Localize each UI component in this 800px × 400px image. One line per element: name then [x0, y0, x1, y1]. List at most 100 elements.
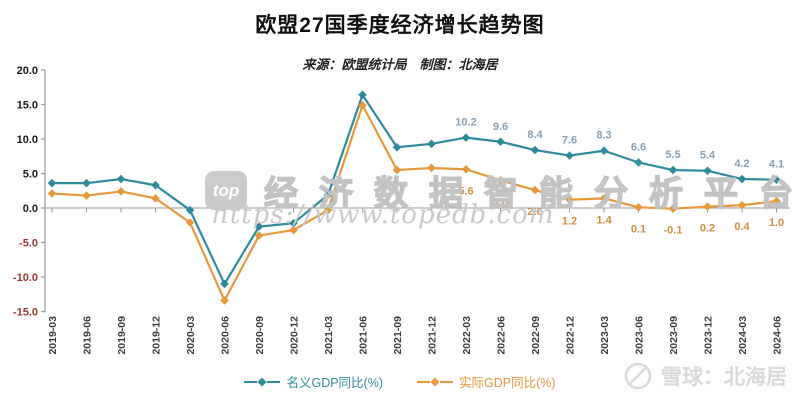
nominal-gdp-legend-label: 名义GDP同比(%)	[286, 376, 383, 390]
legend-item-nominal-gdp[interactable]: 名义GDP同比(%)	[244, 372, 383, 391]
data-point-marker	[461, 165, 471, 174]
data-point-marker	[289, 225, 298, 235]
data-point-label: 8.3	[596, 130, 611, 142]
data-point-marker	[392, 165, 402, 175]
data-point-marker	[668, 204, 678, 213]
data-point-label: 1.4	[596, 214, 612, 226]
data-point-marker	[461, 133, 471, 142]
data-point-marker	[185, 218, 195, 227]
x-tick-label: 2021-06	[358, 316, 370, 355]
data-point-marker	[116, 174, 126, 184]
y-tick-label: 10.0	[17, 134, 38, 146]
data-point-label: 4.1	[769, 159, 784, 171]
data-point-label: 7.6	[562, 135, 577, 147]
data-point-marker	[634, 203, 643, 212]
data-point-marker	[358, 90, 367, 100]
data-point-label: 5.5	[665, 149, 680, 161]
data-point-marker	[496, 176, 505, 185]
data-point-label: 4.2	[734, 158, 749, 170]
data-point-marker	[634, 158, 643, 167]
x-tick-label: 2019-06	[82, 316, 94, 355]
y-axis: 20.0 15.0 10.0 5.0 0.0 -5.0 -10.0 -15.0	[13, 65, 46, 318]
x-tick-label: 2024-03	[737, 316, 749, 355]
real-gdp-legend-label: 实际GDP同比(%)	[459, 376, 556, 390]
data-point-label: 0.4	[734, 221, 750, 233]
data-point-marker	[116, 187, 126, 196]
x-tick-label: 2020-12	[289, 316, 301, 355]
data-point-marker	[220, 296, 229, 305]
x-tick-label: 2019-12	[151, 316, 163, 355]
series-line	[52, 93, 777, 285]
data-point-marker	[496, 137, 505, 147]
x-tick-label: 2020-06	[220, 316, 232, 355]
data-point-marker	[47, 189, 57, 198]
x-tick-label: 2022-06	[496, 316, 508, 355]
data-point-marker	[427, 139, 436, 149]
legend: 名义GDP同比(%) 实际GDP同比(%)	[0, 372, 800, 391]
data-point-marker	[599, 146, 609, 156]
data-point-label: -0.1	[664, 225, 683, 237]
data-point-label: 2.6	[527, 206, 542, 218]
data-point-label: 0.1	[631, 223, 646, 235]
y-tick-label: 20.0	[17, 65, 38, 77]
data-point-label: 10.2	[455, 117, 476, 129]
xueqiu-logo-icon	[624, 362, 652, 390]
data-point-label: 6.6	[631, 141, 646, 153]
chart-title: 欧盟27国季度经济增长趋势图	[255, 14, 545, 37]
y-tick-label: 15.0	[17, 99, 38, 111]
data-point-marker	[185, 205, 195, 215]
x-tick-label: 2022-12	[565, 316, 577, 355]
data-point-label: 1.2	[562, 216, 577, 228]
nominal-gdp-legend-marker-icon	[244, 376, 281, 387]
y-tick-label: -5.0	[19, 237, 38, 249]
data-point-marker	[82, 191, 91, 200]
data-point-marker	[737, 174, 747, 184]
x-tick-label: 2022-03	[461, 316, 473, 355]
x-tick-label: 2021-03	[323, 316, 335, 355]
legend-item-real-gdp[interactable]: 实际GDP同比(%)	[417, 372, 556, 391]
x-tick-label: 2019-09	[116, 316, 128, 355]
real-gdp-legend-marker-icon	[417, 376, 453, 387]
x-tick-label: 2024-06	[772, 316, 784, 355]
data-point-marker	[82, 178, 91, 188]
x-tick-label: 2021-12	[427, 316, 439, 355]
data-point-marker	[151, 194, 160, 203]
data-point-label: 0.2	[700, 223, 715, 235]
y-tick-label: 0.0	[23, 203, 38, 215]
data-point-label: 5.4	[700, 150, 716, 162]
data-point-marker	[737, 200, 747, 210]
x-tick-label: 2020-09	[254, 316, 266, 355]
x-tick-label: 2021-09	[392, 316, 404, 355]
series-line	[51, 104, 777, 302]
real-gdp-series: 5.6 4.0 2.6 1.2 1.4 0.1 -0.1 0.2 0.4 1.0	[47, 100, 784, 305]
nominal-gdp-series: 10.2 9.6 8.4 7.6 8.3 6.6 5.5 5.4 4.2 4.1	[47, 90, 784, 289]
data-point-marker	[151, 180, 160, 190]
y-tick-label: 5.0	[23, 168, 38, 180]
data-point-label: 4.0	[493, 196, 508, 208]
data-point-marker	[254, 222, 264, 231]
data-point-marker	[323, 190, 333, 200]
x-tick-label: 2020-03	[185, 316, 197, 355]
data-point-marker	[427, 163, 436, 173]
y-tick-label: -15.0	[13, 306, 38, 318]
data-point-marker	[530, 185, 540, 195]
data-point-marker	[289, 218, 298, 228]
data-point-label: 8.4	[527, 129, 543, 141]
data-point-marker	[772, 175, 781, 185]
data-point-marker	[565, 151, 574, 160]
data-point-marker	[358, 100, 367, 110]
data-point-marker	[392, 142, 402, 152]
chart-subtitle: 来源：欧盟统计局 制图：北海居	[302, 57, 498, 72]
x-tick-label: 2022-09	[530, 316, 542, 355]
data-point-marker	[772, 196, 781, 206]
y-tick-label: -10.0	[13, 272, 38, 284]
data-point-marker	[703, 166, 712, 176]
data-point-marker	[565, 195, 574, 205]
xueqiu-watermark: 雪球：北海居	[623, 361, 787, 391]
x-tick-label: 2023-09	[668, 316, 680, 355]
x-tick-label: 2023-12	[703, 316, 715, 355]
data-point-marker	[599, 194, 609, 203]
data-point-marker	[220, 279, 229, 289]
data-point-marker	[530, 145, 540, 155]
